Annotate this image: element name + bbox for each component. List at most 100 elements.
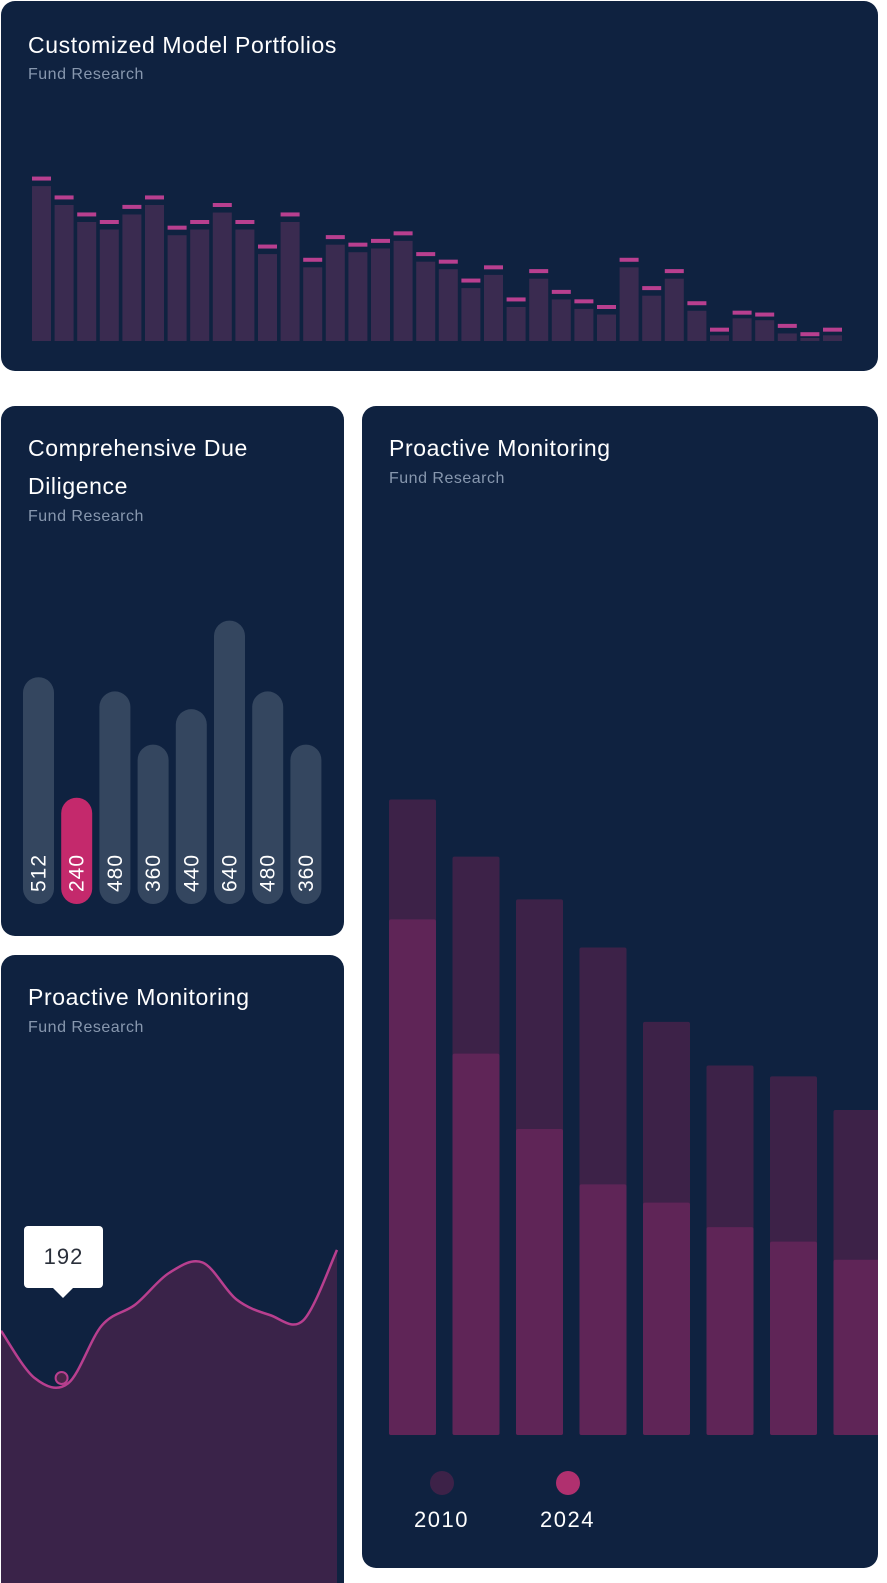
portfolio-bar (54, 205, 74, 341)
portfolio-bar (823, 335, 842, 341)
portfolio-bar (99, 229, 119, 341)
bar-2024 (770, 1241, 817, 1435)
portfolio-bar (371, 248, 390, 341)
portfolio-bar-marker (280, 212, 300, 217)
legend-item-2024[interactable]: 2024 (530, 1471, 605, 1533)
portfolio-bar (32, 186, 51, 341)
portfolio-bar-marker (416, 252, 436, 257)
diligence-bar (175, 709, 207, 904)
portfolio-bar-marker (800, 332, 820, 337)
diligence-bar-label: 240 (66, 854, 89, 892)
diligence-bar (252, 691, 284, 904)
portfolio-bar (393, 240, 413, 341)
portfolio-bar-marker (642, 286, 662, 291)
portfolio-bar (732, 318, 752, 341)
portfolio-bar (280, 222, 300, 341)
diligence-title: Comprehensive Due Diligence (28, 435, 248, 499)
portfolio-bar (710, 335, 729, 341)
portfolio-bar (325, 244, 345, 341)
portfolio-bar (687, 310, 707, 341)
portfolio-bar-marker (122, 204, 142, 209)
area-line (1, 1249, 339, 1389)
portfolio-bar (551, 299, 571, 341)
diligence-bar-label: 440 (180, 854, 203, 892)
portfolio-bar (258, 254, 277, 341)
portfolio-bar-marker (777, 323, 797, 328)
monitoring-bars-chart (389, 799, 878, 1435)
portfolio-bar-marker (190, 220, 210, 224)
monitoring-line-chart (1, 1249, 339, 1583)
monitoring-line-subtitle: Fund Research (28, 1019, 144, 1036)
portfolio-bar (597, 314, 616, 341)
portfolio-bar-marker (77, 212, 97, 217)
portfolio-bar (664, 278, 684, 341)
portfolio-bar-marker (619, 257, 639, 262)
value-tooltip: 192 (24, 1226, 103, 1298)
diligence-bar (23, 677, 54, 904)
diligence-bar-label: 360 (142, 854, 165, 892)
portfolios-title: Customized Model Portfolios (28, 32, 337, 58)
portfolios-subtitle: Fund Research (28, 66, 144, 83)
portfolio-bar-marker (755, 312, 775, 317)
legend-item-2010[interactable]: 2010 (404, 1471, 479, 1533)
diligence-bar-label: 360 (295, 854, 318, 892)
portfolio-bar-marker (99, 220, 119, 224)
diligence-bar (61, 797, 93, 904)
portfolio-bar (461, 288, 481, 341)
legend-label-2024: 2024 (540, 1507, 595, 1532)
area-fill (1, 1249, 337, 1583)
bar-2024 (579, 1184, 627, 1435)
diligence-chart: 512 240 480 360 440 640 480 360 (23, 620, 322, 904)
bar-2024 (452, 1053, 500, 1435)
portfolio-bar-marker (461, 278, 481, 283)
portfolio-bar (348, 252, 368, 341)
diligence-card: Comprehensive Due Diligence Fund Researc… (1, 406, 344, 936)
diligence-bar-label: 480 (257, 854, 280, 892)
portfolio-bar (122, 214, 142, 341)
portfolio-bar (484, 274, 503, 341)
portfolio-bar (619, 267, 639, 341)
portfolio-bar-marker (235, 220, 255, 224)
portfolio-bar (416, 261, 436, 341)
portfolio-bar-marker (54, 195, 74, 200)
portfolio-bar (642, 295, 662, 341)
diligence-bar (214, 620, 245, 904)
portfolio-bar-marker (710, 327, 729, 332)
monitoring-bars-subtitle: Fund Research (389, 470, 505, 487)
portfolio-bar-marker (574, 299, 594, 304)
portfolio-bar (77, 222, 97, 341)
portfolio-bar-marker (325, 235, 345, 240)
bar-2024 (516, 1129, 563, 1435)
portfolio-bar-marker (393, 231, 413, 236)
portfolio-bar-marker (506, 297, 526, 302)
portfolio-bar-marker (145, 195, 164, 200)
portfolio-bar-marker (664, 269, 684, 274)
diligence-bar-label: 640 (219, 854, 242, 892)
portfolio-bar-marker (551, 289, 571, 294)
portfolio-bar-marker (823, 327, 842, 332)
portfolio-bar (800, 337, 820, 341)
diligence-subtitle: Fund Research (28, 508, 144, 525)
portfolio-bar-marker (32, 176, 51, 181)
portfolio-bar (777, 333, 797, 341)
portfolio-bar (235, 229, 255, 341)
portfolio-bar (303, 267, 323, 341)
portfolio-bar-marker (732, 310, 752, 315)
monitoring-bars-title: Proactive Monitoring (389, 435, 611, 461)
portfolio-bar-marker (258, 244, 277, 249)
monitoring-bars-card: Proactive Monitoring Fund Research 2010 … (362, 406, 878, 1568)
portfolio-bar-marker (484, 265, 503, 270)
bar-2024 (643, 1202, 690, 1435)
bar-2024 (706, 1227, 754, 1435)
diligence-bar (290, 744, 322, 904)
portfolio-bar (574, 308, 594, 341)
portfolio-bar (167, 235, 187, 341)
portfolio-bar-marker (371, 238, 390, 243)
diligence-bar-label: 512 (28, 854, 51, 892)
portfolio-bar-marker (597, 305, 616, 309)
legend-dot-2024 (555, 1471, 580, 1495)
portfolios-chart (32, 176, 842, 341)
line-point-marker (54, 1371, 69, 1385)
portfolio-bar-marker (529, 269, 549, 274)
portfolios-card: Customized Model Portfolios Fund Researc… (1, 1, 878, 371)
